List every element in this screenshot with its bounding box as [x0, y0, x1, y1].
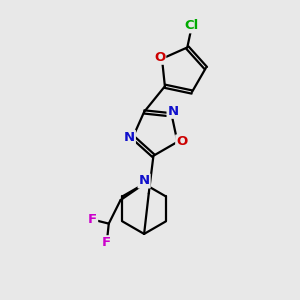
- Text: O: O: [154, 51, 165, 64]
- Text: F: F: [88, 213, 97, 226]
- Text: N: N: [124, 131, 135, 144]
- Text: F: F: [101, 236, 110, 249]
- Text: N: N: [168, 105, 179, 118]
- Text: Cl: Cl: [184, 19, 199, 32]
- Text: N: N: [139, 174, 150, 188]
- Text: O: O: [176, 135, 188, 148]
